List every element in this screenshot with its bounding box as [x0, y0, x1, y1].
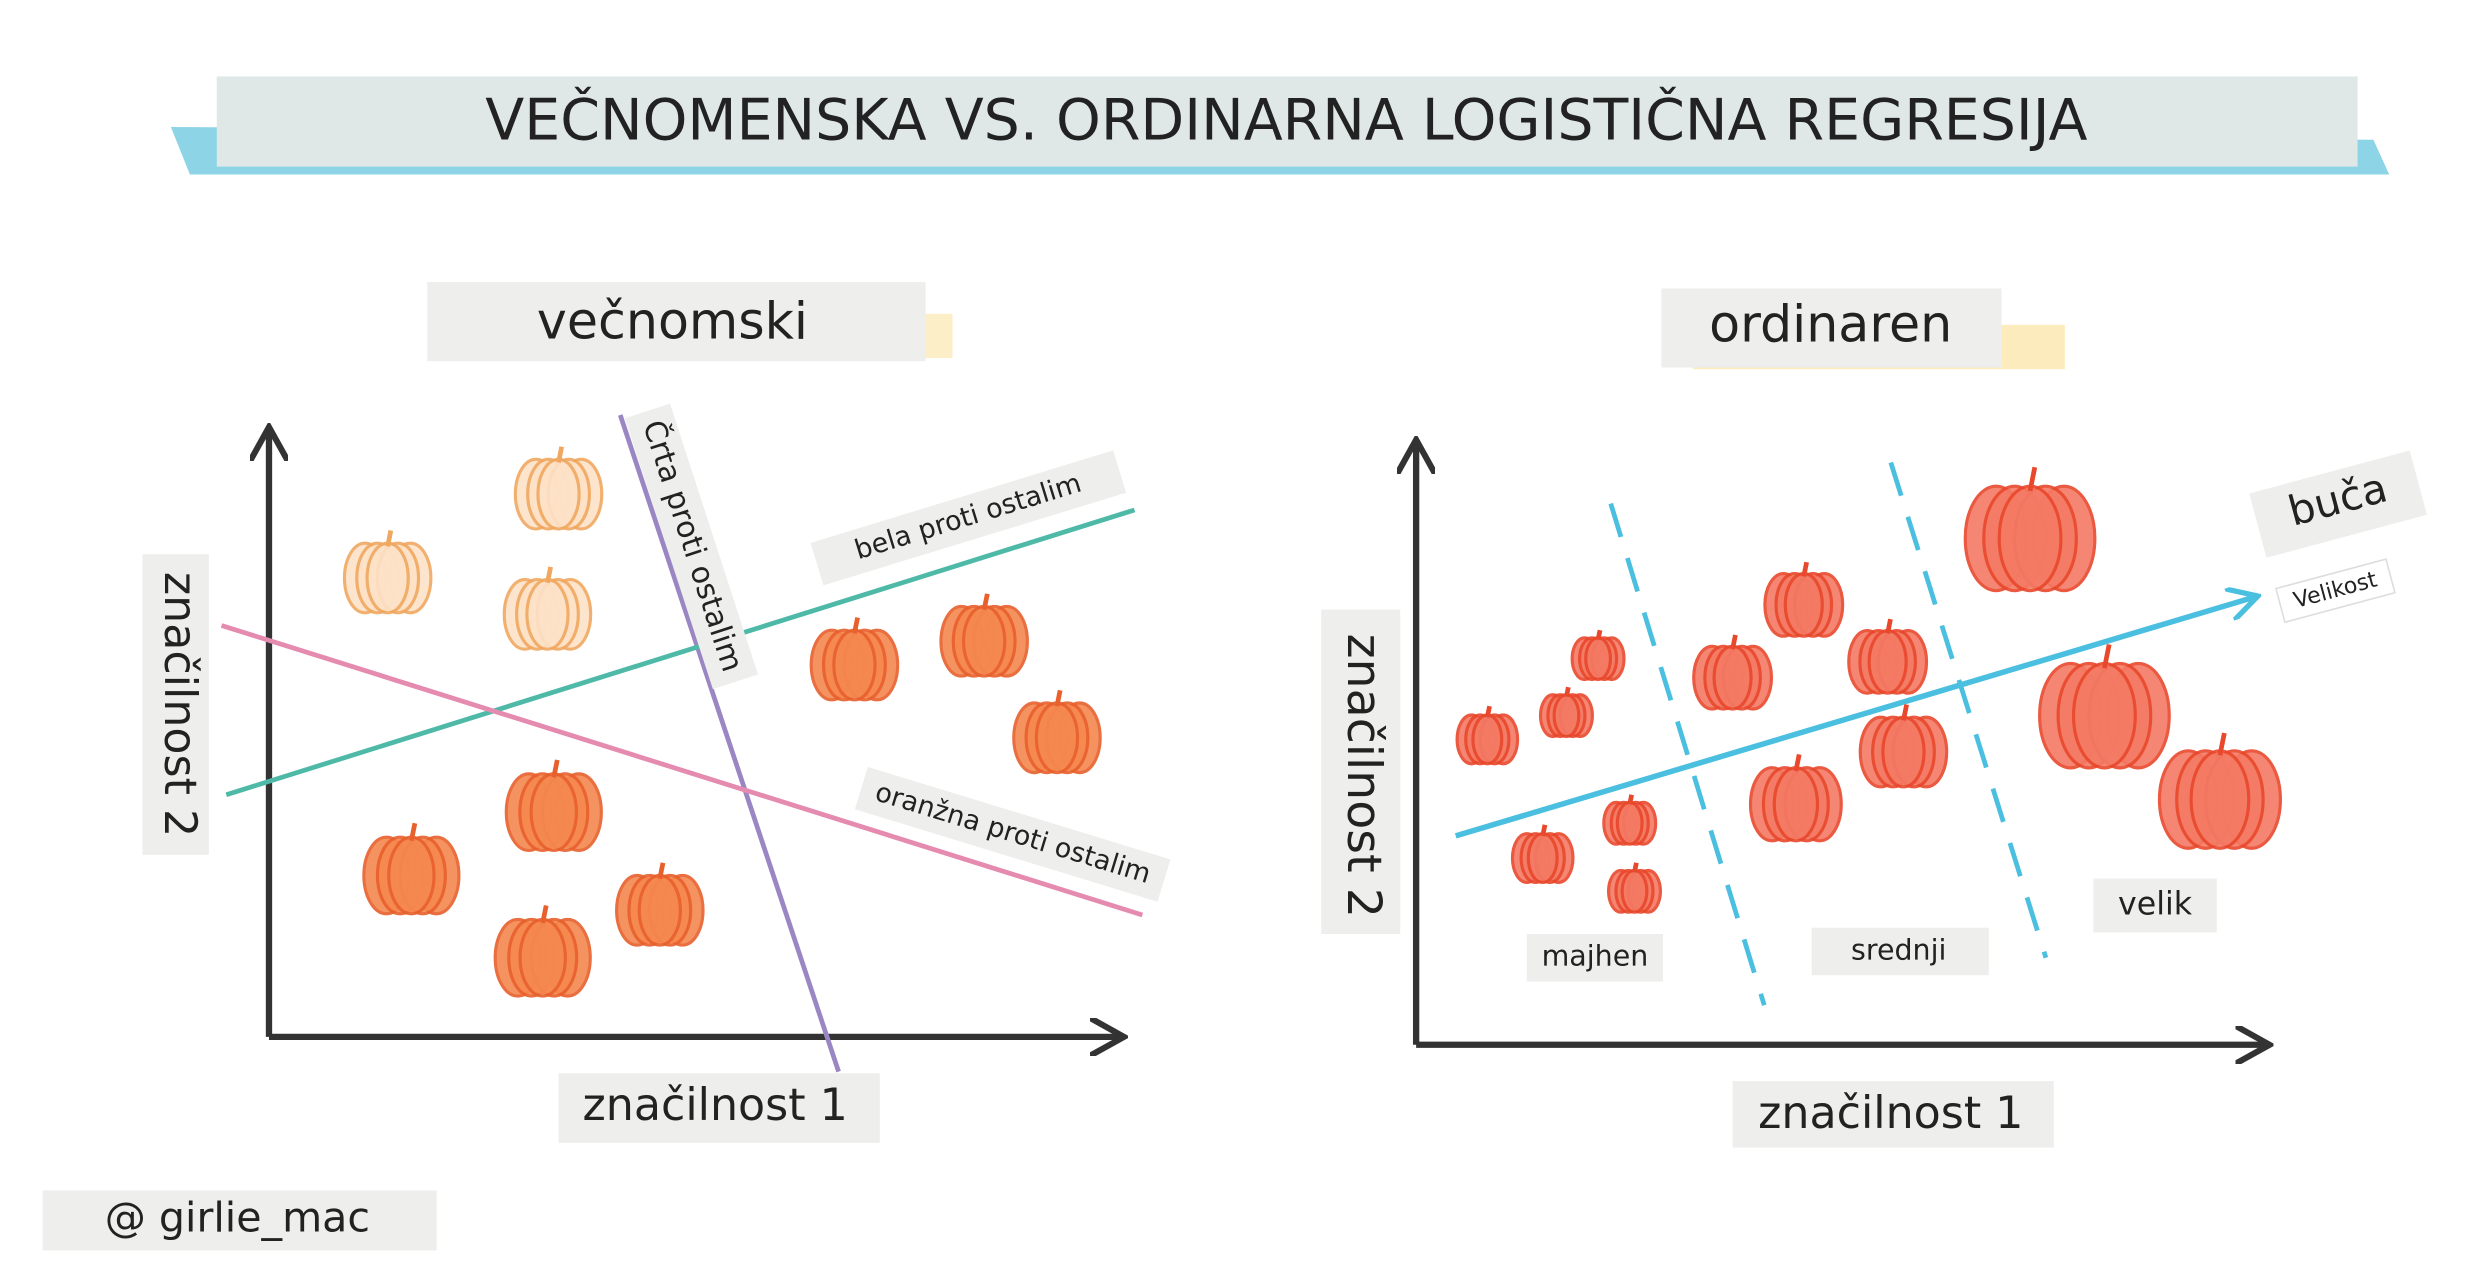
pumpkin-part — [1997, 484, 2063, 593]
pumpkin-part — [1632, 862, 1639, 873]
label-box — [2093, 878, 2217, 933]
class-label: srednji — [1851, 933, 1946, 966]
pumpkin-part — [1034, 701, 1080, 775]
title-banner — [216, 76, 2358, 167]
pumpkin-part — [2102, 643, 2112, 669]
label-box — [624, 403, 759, 690]
pumpkin-part — [2189, 749, 2251, 850]
pumpkin-part — [551, 759, 560, 778]
label-box — [1321, 609, 1401, 935]
heading: ordinaren — [1709, 294, 1952, 353]
pumpkin-part — [365, 541, 410, 615]
credit: @ girlie_mac — [105, 1193, 370, 1241]
pumpkin-part — [1471, 713, 1504, 766]
pumpkin-part — [1712, 644, 1753, 711]
pumpkin-part — [1801, 561, 1809, 577]
pumpkin-part — [1901, 704, 1909, 721]
pumpkin-part — [1783, 571, 1824, 638]
pumpkin-part — [387, 835, 436, 916]
pumpkin-part — [525, 577, 570, 651]
teal-line-label: bela proti ostalim — [851, 468, 1085, 566]
title: VEČNOMENSKA VS. ORDINARNA LOGISTIČNA REG… — [485, 86, 2087, 154]
pumpkin-part — [2217, 732, 2227, 756]
pumpkin-part — [545, 566, 553, 584]
teal-line — [225, 507, 1136, 798]
boundary — [1888, 461, 2049, 959]
credit-box — [42, 1190, 437, 1251]
pumpkin-part — [1885, 618, 1893, 634]
pumpkin-part — [2071, 661, 2137, 770]
pumpkin-part — [1615, 800, 1644, 846]
pumpkin-part — [657, 862, 666, 880]
label-box — [558, 1073, 880, 1143]
class-label: majhen — [1542, 940, 1649, 973]
pumpkin-part — [852, 617, 860, 634]
pumpkin-part — [1540, 824, 1548, 837]
pumpkin-part — [1526, 832, 1559, 885]
label-box — [854, 766, 1171, 902]
heading-box — [1661, 288, 2002, 368]
pumpkin-part — [1552, 693, 1581, 739]
heading-box — [427, 282, 926, 362]
pumpkin-part — [1730, 634, 1738, 650]
pumpkin-part — [2027, 466, 2038, 492]
label-box — [1732, 1081, 2054, 1148]
label-box — [2274, 558, 2396, 624]
pumpkin-part — [1595, 629, 1603, 641]
pumpkin-part — [1584, 636, 1613, 682]
pink-line — [220, 623, 1144, 918]
label-box — [142, 554, 209, 855]
pumpkin-part — [1627, 794, 1634, 805]
pumpkin-part — [962, 604, 1007, 678]
heading: večnomski — [537, 291, 808, 350]
pumpkins — [342, 446, 2282, 998]
pumpkin-part — [540, 905, 549, 924]
pumpkin-part — [1485, 705, 1492, 718]
pumpkin-part — [832, 628, 877, 702]
pumpkin-part — [637, 873, 682, 947]
label-box — [810, 450, 1127, 586]
pumpkin-part — [409, 822, 418, 842]
pumpkin-part — [1867, 628, 1908, 695]
boundary — [1608, 502, 1767, 1006]
pumpkin-part — [1881, 715, 1926, 789]
pumpkin-part — [518, 917, 567, 998]
pumpkin-part — [1620, 868, 1649, 914]
label-box — [1811, 927, 1989, 976]
x-axis-label: značilnost 1 — [583, 1080, 848, 1131]
pumpkin-part — [556, 446, 565, 463]
pumpkin-part — [1772, 766, 1820, 843]
label-box — [2249, 450, 2427, 558]
y-axis-label: značilnost 2 — [154, 572, 205, 837]
size-arrow — [1454, 597, 2255, 839]
pumpkin-part — [1054, 689, 1063, 707]
pumpkin-part — [529, 772, 579, 853]
pumpkin-part — [385, 530, 394, 547]
y-axis-label: značilnost 2 — [1336, 634, 1391, 918]
pumpkin-part — [981, 593, 990, 611]
pumpkin-part — [1793, 753, 1802, 772]
purple-line — [617, 414, 841, 1073]
label-box — [1526, 934, 1663, 982]
class-label: velik — [2118, 887, 2193, 923]
pumpkin-part — [536, 457, 581, 531]
pumpkin-part — [1564, 686, 1571, 698]
x-axis-label: značilnost 1 — [1758, 1088, 2023, 1139]
